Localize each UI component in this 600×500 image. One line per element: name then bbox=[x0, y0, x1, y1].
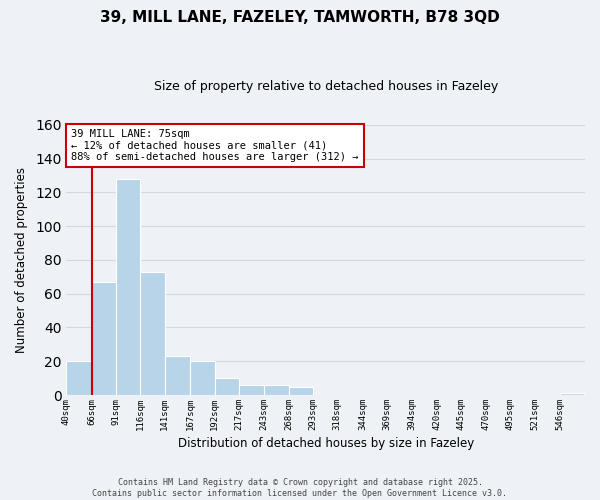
Text: Contains HM Land Registry data © Crown copyright and database right 2025.
Contai: Contains HM Land Registry data © Crown c… bbox=[92, 478, 508, 498]
Bar bbox=[264, 385, 289, 395]
X-axis label: Distribution of detached houses by size in Fazeley: Distribution of detached houses by size … bbox=[178, 437, 474, 450]
Bar bbox=[116, 179, 140, 395]
Bar bbox=[239, 385, 264, 395]
Bar bbox=[215, 378, 239, 395]
Bar bbox=[140, 272, 165, 395]
Text: 39, MILL LANE, FAZELEY, TAMWORTH, B78 3QD: 39, MILL LANE, FAZELEY, TAMWORTH, B78 3Q… bbox=[100, 10, 500, 25]
Text: 39 MILL LANE: 75sqm
← 12% of detached houses are smaller (41)
88% of semi-detach: 39 MILL LANE: 75sqm ← 12% of detached ho… bbox=[71, 129, 359, 162]
Y-axis label: Number of detached properties: Number of detached properties bbox=[15, 167, 28, 353]
Bar bbox=[289, 386, 313, 395]
Bar bbox=[165, 356, 190, 395]
Bar bbox=[190, 361, 215, 395]
Title: Size of property relative to detached houses in Fazeley: Size of property relative to detached ho… bbox=[154, 80, 498, 93]
Bar bbox=[92, 282, 116, 395]
Bar bbox=[67, 361, 92, 395]
Bar bbox=[560, 394, 584, 395]
